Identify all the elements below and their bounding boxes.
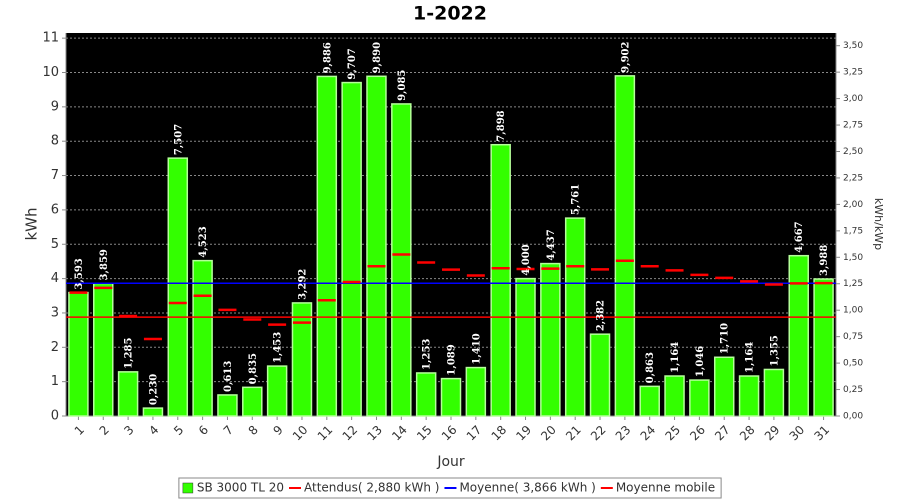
- value-label: 4,000: [521, 244, 532, 275]
- y-tick-label: 6: [51, 202, 59, 217]
- y-tick-label: 1: [51, 374, 59, 389]
- value-label: 4,523: [198, 226, 209, 257]
- y-tick-label: 9: [51, 99, 59, 114]
- bar: [117, 371, 139, 417]
- y2-tick-label: 2,00: [843, 200, 863, 210]
- bar: [689, 379, 710, 417]
- bar: [813, 278, 834, 417]
- y2-tick-label: 0,50: [843, 359, 863, 369]
- bar: [664, 375, 685, 417]
- bar: [192, 259, 213, 417]
- y2-tick-label: 2,25: [843, 173, 863, 183]
- value-label: 3,593: [74, 258, 85, 289]
- bar: [316, 75, 338, 417]
- bar: [291, 302, 313, 417]
- bar: [68, 291, 89, 417]
- y-tick-label: 2: [51, 340, 59, 355]
- value-label: 3,859: [99, 249, 110, 280]
- value-label: 9,085: [397, 70, 408, 101]
- value-label: 0,613: [223, 361, 234, 392]
- bar: [242, 386, 263, 417]
- value-label: 9,707: [347, 48, 358, 79]
- value-label: 1,164: [670, 342, 681, 373]
- y2-axis-label: kWh/kWp: [872, 198, 885, 250]
- value-label: 4,437: [546, 229, 557, 260]
- y-tick-label: 8: [51, 134, 59, 149]
- bar: [167, 157, 189, 417]
- y-tick-label: 5: [51, 237, 59, 252]
- legend-marker: [182, 482, 194, 494]
- value-label: 1,355: [769, 335, 780, 366]
- bar: [440, 377, 462, 417]
- value-label: 1,285: [124, 338, 135, 369]
- y2-tick-label: 1,25: [843, 279, 863, 289]
- y2-tick-label: 0,25: [843, 385, 863, 395]
- y2-tick-label: 0,00: [843, 412, 863, 422]
- value-label: 3,292: [297, 269, 308, 300]
- value-label: 9,902: [620, 42, 631, 73]
- value-label: 0,863: [645, 352, 656, 383]
- value-label: 1,046: [695, 346, 706, 377]
- x-axis-label: Jour: [436, 454, 465, 470]
- chart-title: 1-2022: [413, 3, 487, 25]
- y-tick-label: 0: [51, 409, 59, 424]
- legend-label: Moyenne mobile: [616, 481, 715, 495]
- y2-tick-label: 2,50: [843, 147, 863, 157]
- value-label: 1,410: [471, 333, 482, 364]
- value-label: 7,898: [496, 110, 507, 141]
- y2-tick-label: 3,25: [843, 68, 863, 78]
- bar: [614, 75, 636, 417]
- y-axis-label: kWh: [23, 207, 41, 240]
- value-label: 1,453: [273, 332, 284, 363]
- value-label: 3,988: [819, 245, 830, 276]
- legend-label: SB 3000 TL 20: [197, 481, 284, 495]
- y-tick-label: 4: [51, 271, 59, 286]
- value-label: 1,253: [422, 339, 433, 370]
- bar: [391, 103, 412, 417]
- y-tick-label: 3: [51, 305, 59, 320]
- value-label: 1,710: [720, 323, 731, 354]
- y2-tick-label: 3,50: [843, 41, 863, 51]
- bar: [341, 81, 362, 417]
- bar: [415, 372, 437, 417]
- bar: [465, 366, 487, 417]
- bar: [713, 356, 735, 417]
- legend-label: Attendus( 2,880 kWh ): [304, 481, 439, 495]
- value-label: 9,890: [372, 42, 383, 73]
- bar: [540, 262, 561, 417]
- bar: [217, 394, 238, 417]
- value-label: 4,667: [794, 221, 805, 252]
- value-label: 1,089: [447, 344, 458, 375]
- y2-tick-label: 1,50: [843, 253, 863, 263]
- bar: [788, 254, 809, 417]
- y-tick-label: 10: [42, 65, 59, 80]
- bar: [589, 333, 611, 417]
- value-label: 9,886: [322, 42, 333, 73]
- bar: [738, 375, 760, 417]
- legend-label: Moyenne( 3,866 kWh ): [459, 481, 595, 495]
- y2-tick-label: 3,00: [843, 94, 863, 104]
- y2-tick-label: 2,75: [843, 121, 863, 131]
- y2-tick-label: 1,00: [843, 306, 863, 316]
- bar: [266, 365, 288, 417]
- bar: [490, 143, 511, 417]
- bar: [515, 277, 536, 417]
- y2-tick-label: 0,75: [843, 332, 863, 342]
- value-label: 0,835: [248, 353, 259, 384]
- value-label: 1,164: [745, 342, 756, 373]
- bar: [366, 75, 387, 417]
- y-tick-label: 7: [51, 168, 59, 183]
- y-tick-label: 11: [42, 31, 59, 46]
- value-label: 2,382: [596, 300, 607, 331]
- y2-tick-label: 1,75: [843, 226, 863, 236]
- bar: [639, 385, 660, 417]
- bar: [763, 368, 785, 417]
- bar: [93, 282, 114, 417]
- value-label: 0,230: [148, 374, 159, 405]
- value-label: 7,507: [173, 124, 184, 155]
- value-label: 5,761: [571, 184, 582, 215]
- bar: [142, 407, 164, 417]
